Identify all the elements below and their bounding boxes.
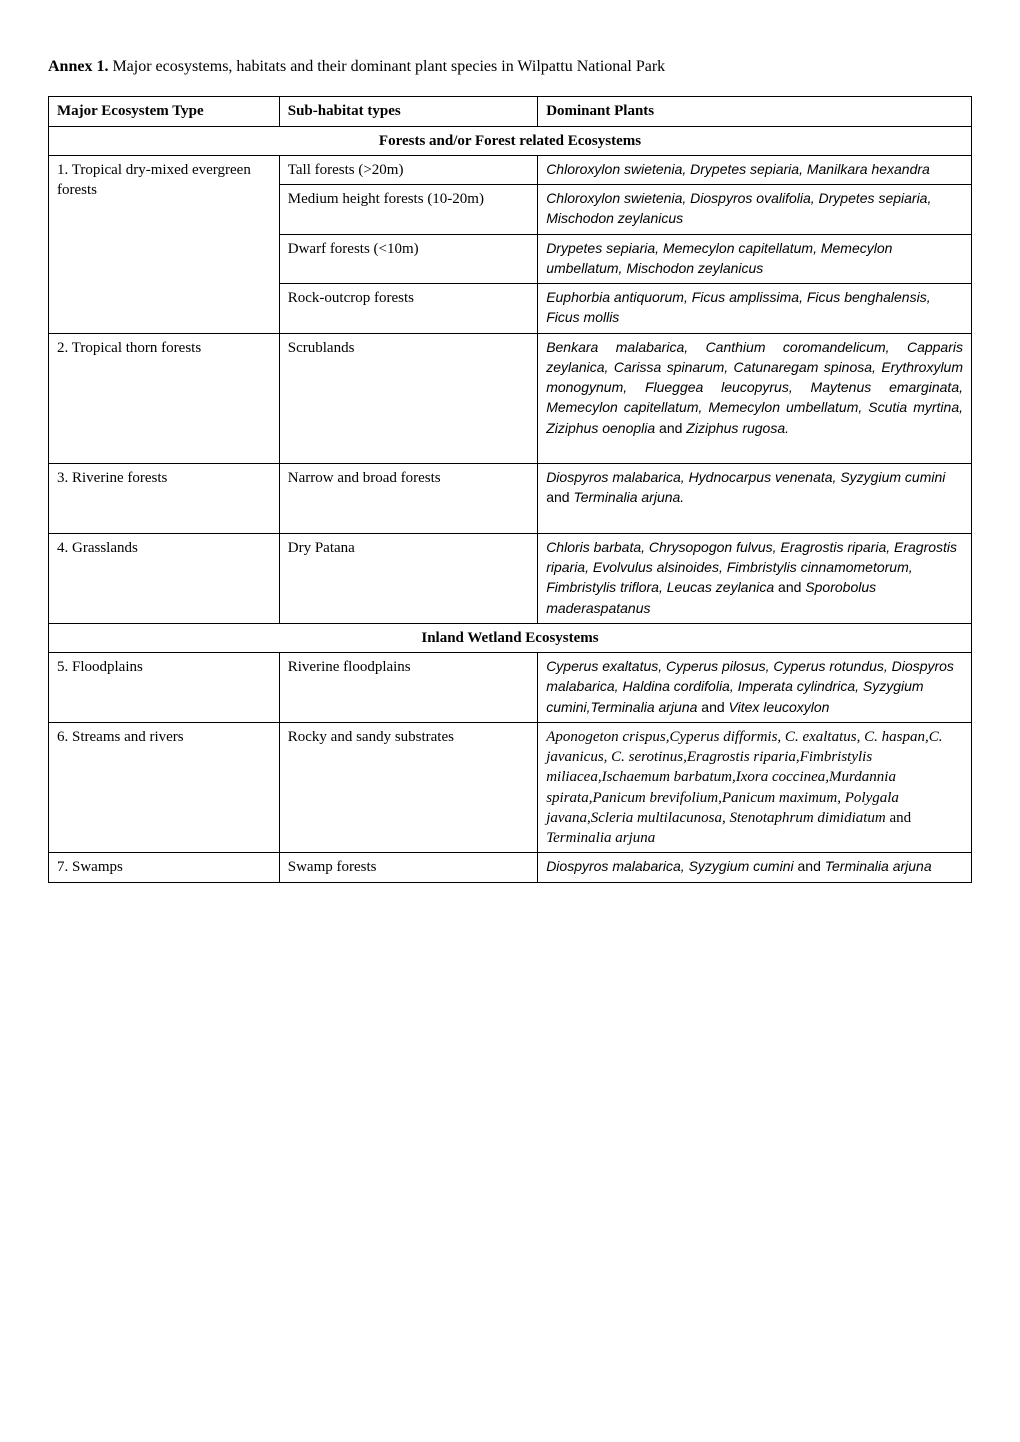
section-forests: Forests and/or Forest related Ecosystems bbox=[49, 126, 972, 155]
table-row: 6. Streams and rivers Rocky and sandy su… bbox=[49, 722, 972, 853]
table-row: 5. Floodplains Riverine floodplains Cype… bbox=[49, 653, 972, 723]
section-wetland-label: Inland Wetland Ecosystems bbox=[49, 623, 972, 652]
dom-1a: Chloroxylon swietenia, Drypetes sepiaria… bbox=[538, 155, 972, 184]
dom-2: Benkara malabarica, Canthium coromandeli… bbox=[538, 333, 972, 464]
header-ecosystem: Major Ecosystem Type bbox=[49, 97, 280, 126]
header-dominant: Dominant Plants bbox=[538, 97, 972, 126]
sub-1c: Dwarf forests (<10m) bbox=[279, 234, 537, 284]
table-row: 3. Riverine forests Narrow and broad for… bbox=[49, 464, 972, 534]
header-row: Major Ecosystem Type Sub-habitat types D… bbox=[49, 97, 972, 126]
sub-1d: Rock-outcrop forests bbox=[279, 284, 537, 334]
sub-7: Swamp forests bbox=[279, 853, 537, 882]
sub-1b: Medium height forests (10-20m) bbox=[279, 185, 537, 235]
eco-5: 5. Floodplains bbox=[49, 653, 280, 723]
dom-3: Diospyros malabarica, Hydnocarpus venena… bbox=[538, 464, 972, 534]
sub-1a: Tall forests (>20m) bbox=[279, 155, 537, 184]
section-wetland: Inland Wetland Ecosystems bbox=[49, 623, 972, 652]
sub-4: Dry Patana bbox=[279, 533, 537, 623]
section-forests-label: Forests and/or Forest related Ecosystems bbox=[49, 126, 972, 155]
header-subhabitat: Sub-habitat types bbox=[279, 97, 537, 126]
eco-7: 7. Swamps bbox=[49, 853, 280, 882]
ecosystems-table: Major Ecosystem Type Sub-habitat types D… bbox=[48, 96, 972, 882]
eco-1: 1. Tropical dry-mixed evergreen forests bbox=[49, 155, 280, 333]
sub-2: Scrublands bbox=[279, 333, 537, 464]
dom-1c: Drypetes sepiaria, Memecylon capitellatu… bbox=[538, 234, 972, 284]
table-row: 7. Swamps Swamp forests Diospyros malaba… bbox=[49, 853, 972, 882]
dom-7: Diospyros malabarica, Syzygium cumini an… bbox=[538, 853, 972, 882]
dom-5: Cyperus exaltatus, Cyperus pilosus, Cype… bbox=[538, 653, 972, 723]
sub-3: Narrow and broad forests bbox=[279, 464, 537, 534]
caption-rest: Major ecosystems, habitats and their dom… bbox=[108, 58, 665, 75]
sub-5: Riverine floodplains bbox=[279, 653, 537, 723]
table-row: 4. Grasslands Dry Patana Chloris barbata… bbox=[49, 533, 972, 623]
table-row: 1. Tropical dry-mixed evergreen forests … bbox=[49, 155, 972, 184]
table-row: 2. Tropical thorn forests Scrublands Ben… bbox=[49, 333, 972, 464]
caption-bold: Annex 1. bbox=[48, 58, 108, 75]
dom-1d: Euphorbia antiquorum, Ficus amplissima, … bbox=[538, 284, 972, 334]
dom-6: Aponogeton crispus,Cyperus difformis, C.… bbox=[538, 722, 972, 853]
eco-4: 4. Grasslands bbox=[49, 533, 280, 623]
eco-2: 2. Tropical thorn forests bbox=[49, 333, 280, 464]
eco-6: 6. Streams and rivers bbox=[49, 722, 280, 853]
eco-3: 3. Riverine forests bbox=[49, 464, 280, 534]
dom-1b: Chloroxylon swietenia, Diospyros ovalifo… bbox=[538, 185, 972, 235]
sub-6: Rocky and sandy substrates bbox=[279, 722, 537, 853]
table-caption: Annex 1. Major ecosystems, habitats and … bbox=[48, 56, 972, 78]
dom-4: Chloris barbata, Chrysopogon fulvus, Era… bbox=[538, 533, 972, 623]
